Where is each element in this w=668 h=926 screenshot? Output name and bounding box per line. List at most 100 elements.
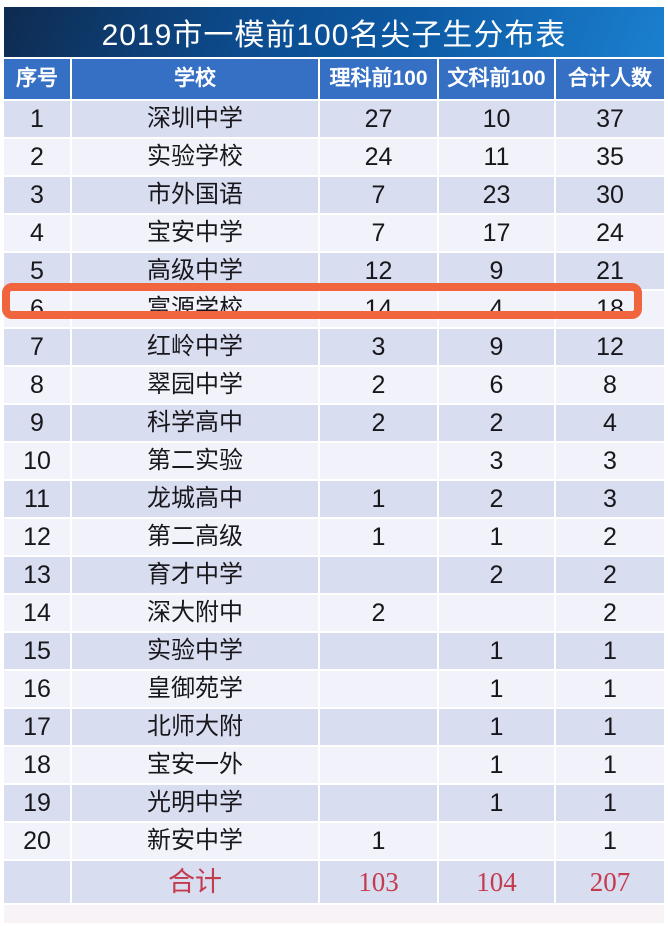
table-title-bar: 2019市一模前100名尖子生分布表 bbox=[4, 7, 664, 57]
table-row: 17 北师大附 1 1 bbox=[4, 709, 664, 745]
totals-science: 103 bbox=[320, 861, 437, 903]
cell-rank: 19 bbox=[4, 785, 70, 821]
cell-arts: 1 bbox=[439, 633, 554, 669]
cell-school: 宝安一外 bbox=[72, 747, 318, 783]
cell-science: 1 bbox=[320, 481, 437, 517]
totals-arts: 104 bbox=[439, 861, 554, 903]
cell-arts: 2 bbox=[439, 557, 554, 593]
cell-school: 新安中学 bbox=[72, 823, 318, 859]
cell-rank: 16 bbox=[4, 671, 70, 707]
cell-rank: 14 bbox=[4, 595, 70, 631]
table-row: 8 翠园中学 2 6 8 bbox=[4, 367, 664, 403]
cell-school: 北师大附 bbox=[72, 709, 318, 745]
cell-arts: 17 bbox=[439, 215, 554, 251]
cell-science bbox=[320, 633, 437, 669]
cell-science: 7 bbox=[320, 215, 437, 251]
cell-total: 37 bbox=[556, 101, 664, 137]
cell-arts: 3 bbox=[439, 443, 554, 479]
cell-science: 2 bbox=[320, 405, 437, 441]
cell-rank: 7 bbox=[4, 329, 70, 365]
cell-arts: 1 bbox=[439, 785, 554, 821]
cell-total: 2 bbox=[556, 519, 664, 555]
table-row: 19 光明中学 1 1 bbox=[4, 785, 664, 821]
cell-science: 1 bbox=[320, 519, 437, 555]
cell-arts: 1 bbox=[439, 519, 554, 555]
cell-school: 光明中学 bbox=[72, 785, 318, 821]
cell-total: 1 bbox=[556, 785, 664, 821]
table-totals-row: 合计 103 104 207 bbox=[4, 861, 664, 903]
cell-science: 2 bbox=[320, 367, 437, 403]
cell-school: 皇御苑学 bbox=[72, 671, 318, 707]
cell-arts: 10 bbox=[439, 101, 554, 137]
table-row: 2 实验学校 24 11 35 bbox=[4, 139, 664, 175]
cell-arts: 9 bbox=[439, 253, 554, 289]
cell-school: 深圳中学 bbox=[72, 101, 318, 137]
cell-rank: 5 bbox=[4, 253, 70, 289]
table-row: 11 龙城高中 1 2 3 bbox=[4, 481, 664, 517]
table-title: 2019市一模前100名尖子生分布表 bbox=[101, 19, 567, 52]
cell-total: 1 bbox=[556, 823, 664, 859]
cell-school: 龙城高中 bbox=[72, 481, 318, 517]
cell-school: 高级中学 bbox=[72, 253, 318, 289]
cell-school: 育才中学 bbox=[72, 557, 318, 593]
cell-rank: 13 bbox=[4, 557, 70, 593]
cell-science: 27 bbox=[320, 101, 437, 137]
cell-rank: 12 bbox=[4, 519, 70, 555]
cell-rank: 18 bbox=[4, 747, 70, 783]
cell-arts: 1 bbox=[439, 747, 554, 783]
cell-science bbox=[320, 747, 437, 783]
cell-rank: 20 bbox=[4, 823, 70, 859]
table-row: 13 育才中学 2 2 bbox=[4, 557, 664, 593]
header-total: 合计人数 bbox=[556, 59, 664, 99]
cell-arts: 1 bbox=[439, 709, 554, 745]
cell-arts bbox=[439, 595, 554, 631]
cell-arts: 9 bbox=[439, 329, 554, 365]
table-row: 6 富源学校 14 4 18 bbox=[4, 291, 664, 327]
cell-science bbox=[320, 671, 437, 707]
table-row: 4 宝安中学 7 17 24 bbox=[4, 215, 664, 251]
cell-school: 第二高级 bbox=[72, 519, 318, 555]
cell-arts: 6 bbox=[439, 367, 554, 403]
table-row: 10 第二实验 3 3 bbox=[4, 443, 664, 479]
cell-total: 3 bbox=[556, 443, 664, 479]
cell-total: 2 bbox=[556, 557, 664, 593]
table-row: 18 宝安一外 1 1 bbox=[4, 747, 664, 783]
table-row: 20 新安中学 1 1 bbox=[4, 823, 664, 859]
cell-total: 2 bbox=[556, 595, 664, 631]
cell-total: 35 bbox=[556, 139, 664, 175]
cell-total: 12 bbox=[556, 329, 664, 365]
cell-total: 4 bbox=[556, 405, 664, 441]
cell-science: 24 bbox=[320, 139, 437, 175]
cell-total: 8 bbox=[556, 367, 664, 403]
cell-science: 14 bbox=[320, 291, 437, 327]
cell-total: 1 bbox=[556, 747, 664, 783]
cell-school: 实验学校 bbox=[72, 139, 318, 175]
cell-science: 12 bbox=[320, 253, 437, 289]
header-science: 理科前100 bbox=[320, 59, 437, 99]
cell-rank: 8 bbox=[4, 367, 70, 403]
table-row: 3 市外国语 7 23 30 bbox=[4, 177, 664, 213]
table-body: 1 深圳中学 27 10 37 2 实验学校 24 11 35 3 市外国语 7… bbox=[4, 101, 664, 859]
cell-science: 1 bbox=[320, 823, 437, 859]
table-header-row: 序号 学校 理科前100 文科前100 合计人数 bbox=[4, 59, 664, 99]
table-row: 16 皇御苑学 1 1 bbox=[4, 671, 664, 707]
cell-science: 3 bbox=[320, 329, 437, 365]
cell-total: 3 bbox=[556, 481, 664, 517]
table-row: 7 红岭中学 3 9 12 bbox=[4, 329, 664, 365]
table-row: 9 科学高中 2 2 4 bbox=[4, 405, 664, 441]
cell-total: 18 bbox=[556, 291, 664, 327]
cell-rank: 3 bbox=[4, 177, 70, 213]
cell-school: 翠园中学 bbox=[72, 367, 318, 403]
cell-rank: 11 bbox=[4, 481, 70, 517]
table-row: 12 第二高级 1 1 2 bbox=[4, 519, 664, 555]
cell-arts: 2 bbox=[439, 481, 554, 517]
cell-school: 第二实验 bbox=[72, 443, 318, 479]
header-arts: 文科前100 bbox=[439, 59, 554, 99]
cell-arts: 2 bbox=[439, 405, 554, 441]
cell-arts: 23 bbox=[439, 177, 554, 213]
totals-empty-cell bbox=[4, 861, 70, 903]
cell-school: 实验中学 bbox=[72, 633, 318, 669]
totals-total: 207 bbox=[556, 861, 664, 903]
cell-total: 21 bbox=[556, 253, 664, 289]
cell-rank: 1 bbox=[4, 101, 70, 137]
